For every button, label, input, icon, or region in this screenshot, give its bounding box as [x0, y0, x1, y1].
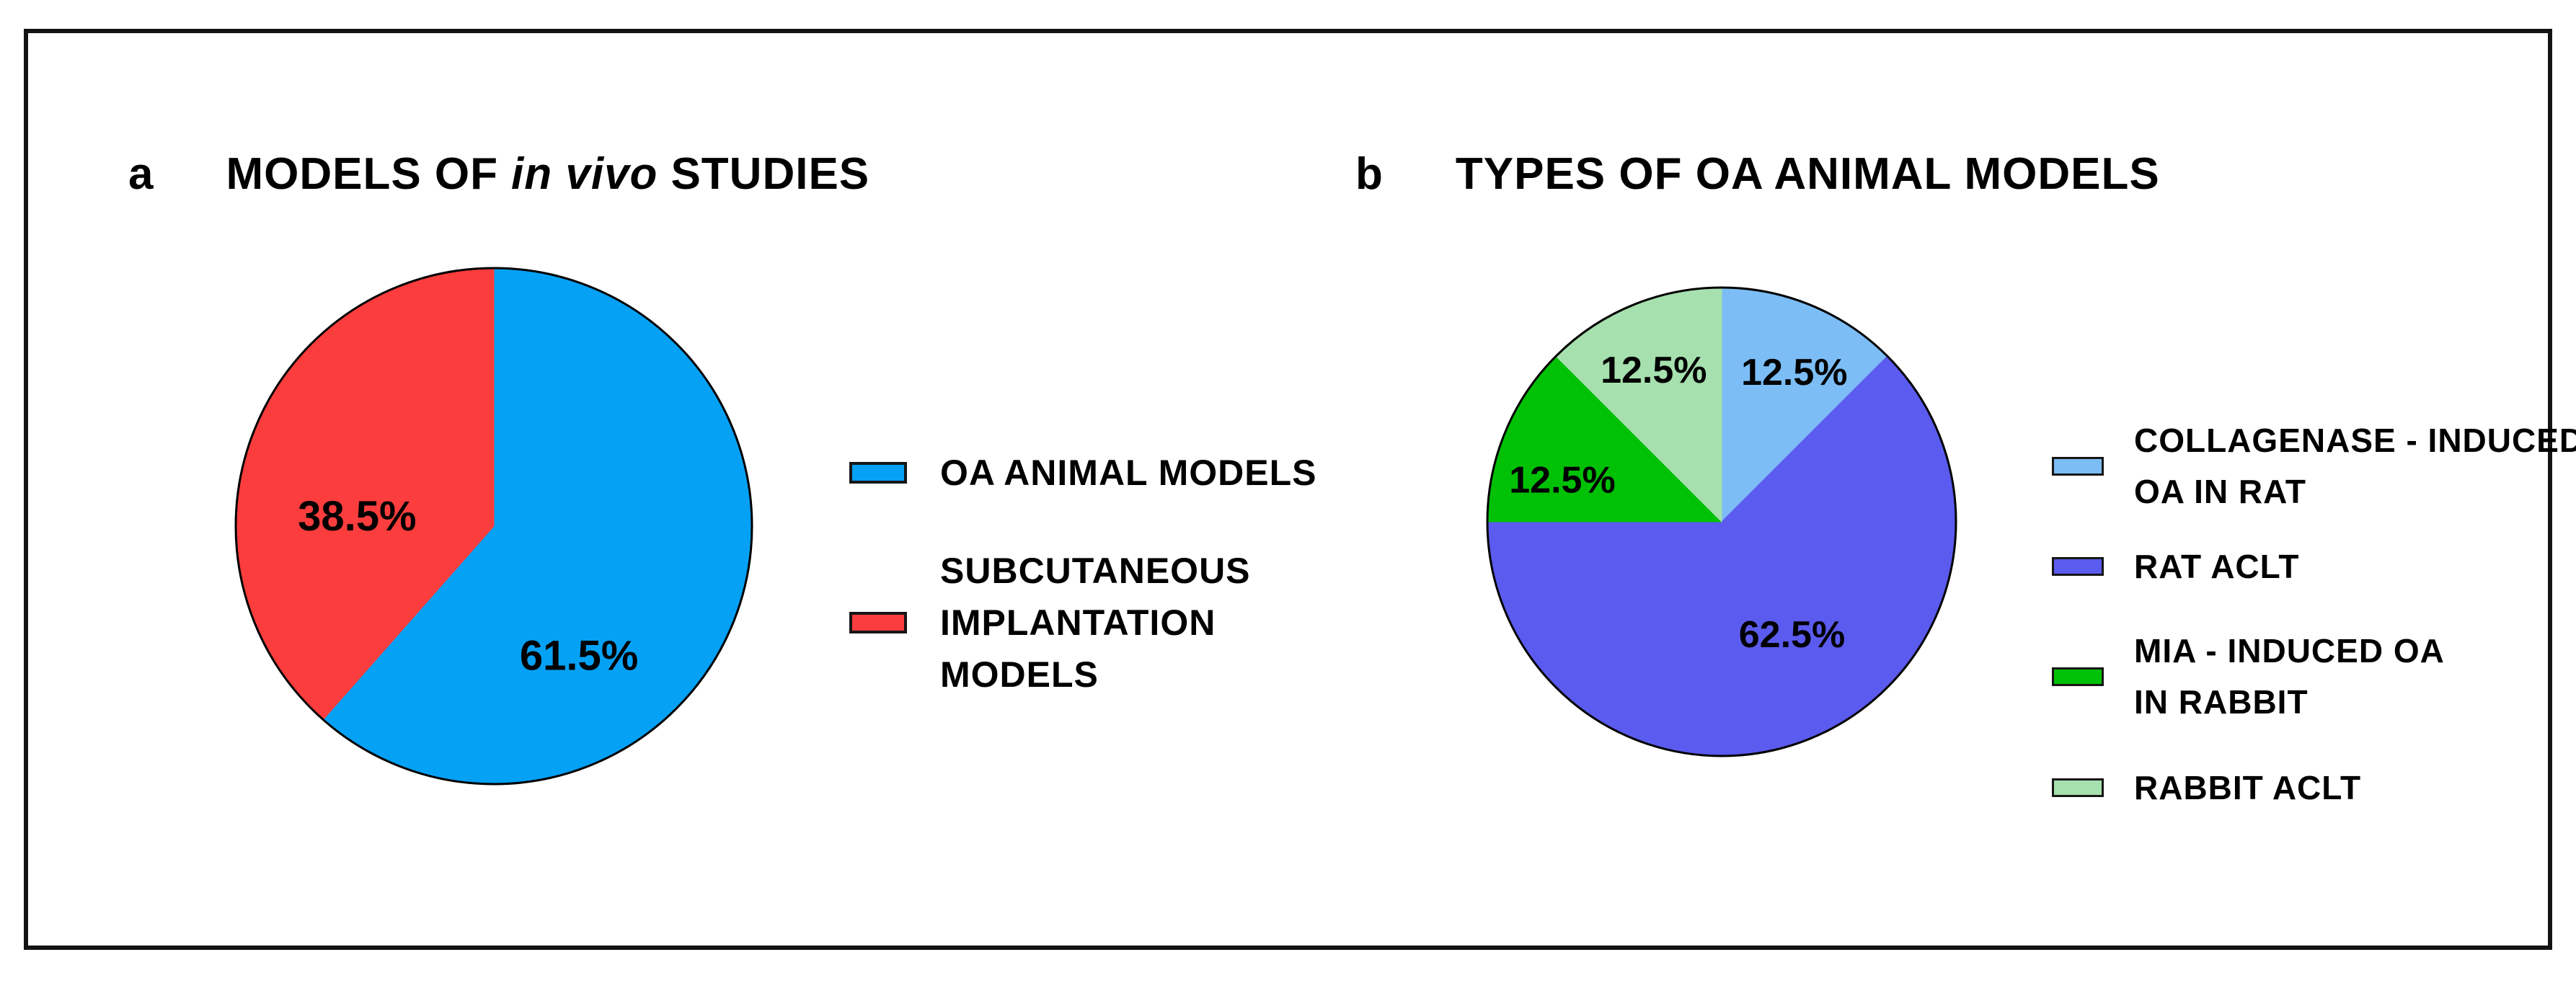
panel-a-title-italic: in vivo	[511, 149, 658, 199]
panel-b-title: TYPES OF OA ANIMAL MODELS	[1455, 149, 2160, 199]
legend-b-label: MIA - INDUCED OA IN RABBIT	[2134, 632, 2445, 721]
panel-a-letter: a	[128, 149, 154, 199]
legend-a-label: OA ANIMAL MODELS	[940, 453, 1317, 493]
legend-b-swatch-purple	[2052, 557, 2104, 576]
legend-b-item-rat-aclt: RAT ACLT	[2052, 538, 2299, 595]
legend-b-swatch-lightblue	[2052, 456, 2104, 476]
panel-b-letter: b	[1355, 149, 1384, 199]
legend-a-label: SUBCUTANEOUS IMPLANTATION MODELS	[940, 551, 1251, 695]
pie-slice-label-2: 12.5%	[1509, 460, 1615, 502]
legend-b-item-collagenase: COLLAGENASE - INDUCED OA IN RAT	[2052, 422, 2576, 510]
pie-slice-label-0: 61.5%	[520, 632, 638, 679]
legend-a-swatch-red	[849, 612, 907, 633]
legend-b-label: RAT ACLT	[2134, 547, 2300, 585]
panel-a-header: a MODELS OF in vivo STUDIES	[128, 148, 869, 200]
pie-slice-label-3: 12.5%	[1601, 350, 1707, 391]
pie-outline	[234, 267, 753, 786]
legend-b-swatch-green	[2052, 667, 2104, 686]
legend-a-item-oa-animal-models: OA ANIMAL MODELS	[849, 440, 1316, 505]
pie-chart-b: 12.5% 62.5% 12.5% 12.5%	[1486, 286, 1957, 757]
pie-slice-label-1: 38.5%	[298, 493, 416, 540]
figure-frame: a MODELS OF in vivo STUDIES b TYPES OF OA …	[24, 29, 2576, 950]
panel-a-title: MODELS OF in vivo STUDIES	[226, 149, 870, 199]
pie-slice-label-0: 12.5%	[1741, 352, 1847, 393]
legend-b-label: COLLAGENASE - INDUCED OA IN RAT	[2134, 421, 2576, 510]
legend-b-swatch-lightgreen	[2052, 778, 2104, 797]
pie-slice-label-1: 62.5%	[1739, 614, 1845, 656]
pie-chart-a: 61.5% 38.5%	[234, 267, 753, 786]
legend-a-item-subcutaneous: SUBCUTANEOUS IMPLANTATION MODELS	[849, 543, 1251, 702]
legend-b-item-mia: MIA - INDUCED OA IN RABBIT	[2052, 632, 2445, 721]
legend-b-item-rabbit-aclt: RABBIT ACLT	[2052, 759, 2361, 817]
legend-b-label: RABBIT ACLT	[2134, 768, 2362, 806]
panel-b-header: b TYPES OF OA ANIMAL MODELS	[1355, 148, 2160, 200]
legend-a-swatch-blue	[849, 462, 907, 484]
pie-outline	[1486, 286, 1957, 757]
